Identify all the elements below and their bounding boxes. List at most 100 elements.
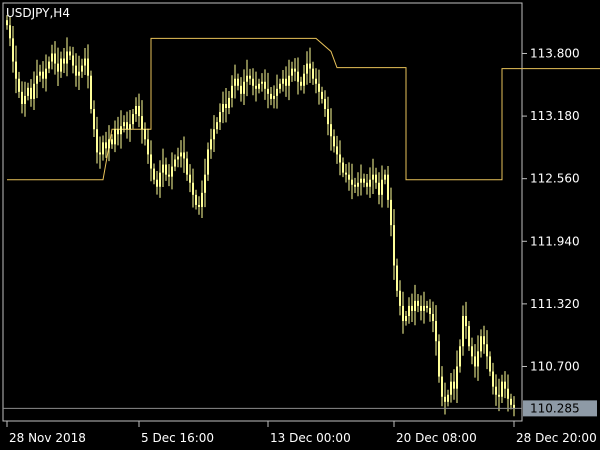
candle-body [375, 174, 377, 183]
candle-body [309, 63, 311, 69]
candle-body [369, 179, 371, 187]
candle-body [216, 122, 218, 130]
candle-body [435, 321, 437, 342]
candle-body [255, 85, 257, 89]
candle-body [396, 265, 398, 291]
candle-body [57, 63, 59, 72]
candle-body [156, 179, 158, 187]
candle-body [63, 58, 65, 64]
candle-body [69, 51, 71, 56]
plot-frame [2, 2, 523, 422]
candle-body [48, 61, 50, 69]
candle-body [477, 351, 479, 367]
candle-body [234, 78, 236, 86]
candle-body [267, 88, 269, 94]
candle-body [333, 136, 335, 147]
candle-body [501, 381, 503, 397]
candle-body [405, 315, 407, 322]
candle-body [102, 142, 104, 155]
candle-body [36, 75, 38, 84]
candle-body [393, 225, 395, 266]
candle-body [237, 78, 239, 86]
y-tick-label: 111.940 [530, 234, 580, 248]
candle-body [153, 168, 155, 180]
candle-body [210, 139, 212, 150]
candle-body [495, 386, 497, 395]
candle-body [96, 129, 98, 153]
candle-body [366, 182, 368, 187]
candle-body [282, 78, 284, 84]
candle-body [441, 376, 443, 397]
candle-body [105, 142, 107, 149]
candle-body [270, 93, 272, 99]
candle-body [447, 394, 449, 402]
y-tick-label: 110.700 [530, 359, 580, 373]
chart-title: USDJPY,H4 [6, 6, 70, 20]
candle-body [414, 300, 416, 311]
candle-body [12, 38, 14, 62]
candle-body [342, 162, 344, 173]
candle-body [147, 139, 149, 155]
candle-body [276, 88, 278, 96]
candle-body [453, 381, 455, 389]
candle-body [9, 25, 11, 39]
candle-body [513, 404, 515, 409]
candle-body [138, 105, 140, 117]
candle-body [468, 326, 470, 347]
candle-body [6, 20, 8, 26]
x-tick-label: 5 Dec 16:00 [141, 431, 214, 445]
candle-body [264, 81, 266, 89]
candle-body [87, 58, 89, 76]
y-tick-label: 113.180 [530, 109, 580, 123]
candle-body [39, 71, 41, 76]
candle-body [417, 300, 419, 306]
y-tick-label: 111.320 [530, 297, 580, 311]
candle-body [456, 366, 458, 389]
candle-body [243, 81, 245, 94]
candle-body [351, 179, 353, 185]
candle-body [324, 98, 326, 110]
candle-body [126, 122, 128, 130]
candle-body [459, 346, 461, 367]
candle-body [423, 305, 425, 311]
candle-body [498, 394, 500, 397]
candle-body [180, 152, 182, 157]
candle-body [78, 71, 80, 76]
candle-body [315, 78, 317, 84]
candle-body [444, 396, 446, 402]
candle-body [348, 174, 350, 180]
candle-body [432, 313, 434, 322]
step-indicator-line [7, 37, 600, 181]
candle-body [129, 124, 131, 130]
candle-body [387, 174, 389, 200]
candle-body [168, 174, 170, 177]
candle-body [408, 305, 410, 316]
candle-body [165, 164, 167, 175]
candle-body [330, 124, 332, 137]
candle-body [33, 83, 35, 99]
candle-body [159, 172, 161, 187]
last-price-box [523, 400, 597, 417]
candle-body [228, 97, 230, 109]
candle-body [60, 58, 62, 72]
x-tick-label: 20 Dec 08:00 [396, 431, 477, 445]
candle-body [84, 58, 86, 66]
candle-body [285, 78, 287, 86]
candle-body [411, 305, 413, 311]
candle-body [195, 194, 197, 205]
candle-body [429, 307, 431, 314]
candle-body [174, 159, 176, 167]
candle-body [450, 381, 452, 395]
candle-body [219, 112, 221, 123]
candle-body [483, 336, 485, 345]
candle-body [120, 126, 122, 135]
x-tick-label: 13 Dec 00:00 [270, 431, 351, 445]
candle-body [132, 114, 134, 125]
candle-body [312, 68, 314, 79]
candle-body [321, 91, 323, 99]
candle-body [507, 388, 509, 399]
candle-body [486, 344, 488, 357]
candle-body [465, 315, 467, 327]
candle-body [72, 55, 74, 66]
